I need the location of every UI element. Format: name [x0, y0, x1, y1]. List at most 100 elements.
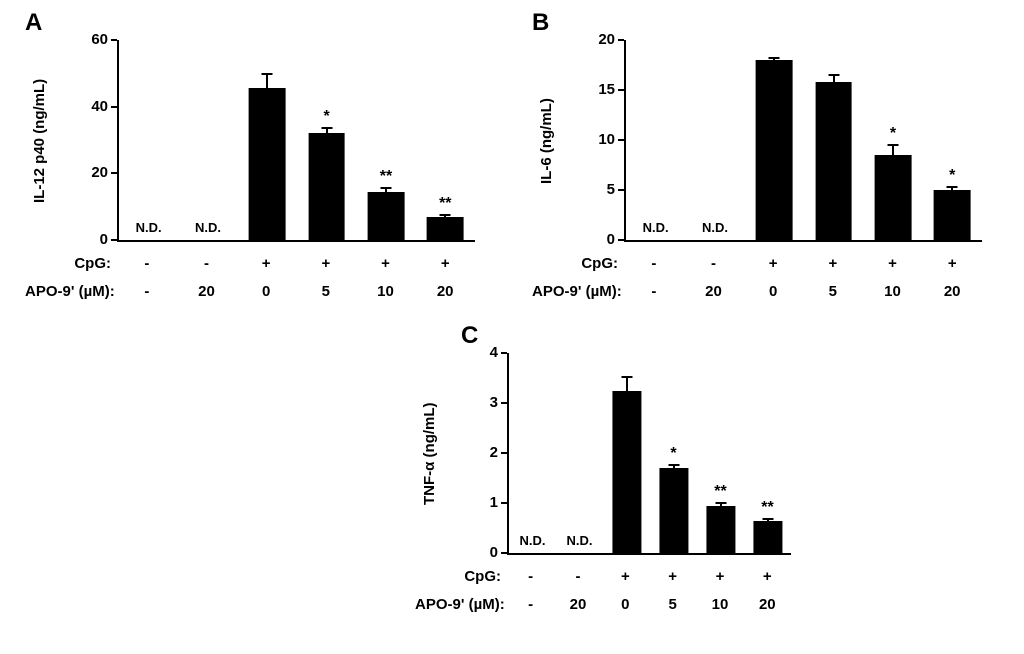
panel-c-bar — [658, 468, 689, 553]
panel-b-significance-marker: * — [949, 167, 956, 184]
panel-c-significance-marker: ** — [761, 499, 774, 516]
panel-a-xrow-0: CpG: - - + + + + — [25, 249, 475, 277]
panel-a-condition-value: - — [144, 254, 150, 272]
panel-c-significance-marker: * — [670, 445, 677, 462]
panel-b-xrow-1: APO-9' (µM): - 20 0 5 10 20 — [532, 277, 982, 305]
panel-b-condition-rows: CpG: - - + + + + APO-9' (µM): - 20 0 5 10 20 — [532, 249, 982, 305]
panel-b-bar — [874, 155, 912, 240]
panel-b-condition-value: 20 — [705, 282, 722, 300]
top-row: A IL-12 p40 (ng/mL) 0 20 40 60 N.D. N.D. * ** *… — [0, 0, 1024, 305]
panel-a-significance-marker: * — [323, 107, 330, 125]
panel-b-bar-slot: * — [863, 40, 922, 240]
panel-c-ytick-label: 1 — [489, 494, 498, 511]
panel-c-condition-value: + — [715, 567, 725, 585]
panel-a-bar — [308, 133, 346, 240]
panel-b-bar-slot: * — [923, 40, 982, 240]
panel-c-nd-label: N.D. — [519, 533, 546, 548]
panel-c-ytick-label: 0 — [489, 544, 498, 561]
panel-b-condition-value: + — [888, 254, 897, 272]
panel-a-y-axis-gutter: IL-12 p40 (ng/mL) 0 20 40 60 — [25, 31, 117, 248]
panel-c-xrow-cells: - - + + + + — [507, 568, 791, 585]
panel-c-ytick-mark — [501, 402, 507, 404]
panel-a-bar-slot: ** — [416, 40, 475, 240]
panel-b-bar-slot — [745, 40, 804, 240]
panel-b-xrow-cells: - 20 0 5 10 20 — [624, 283, 982, 300]
panel-c-xrow-label: CpG: — [464, 567, 501, 585]
panel-c-condition-value: - — [528, 595, 534, 613]
panel-c-ytick-mark — [501, 352, 507, 354]
panel-a-xrow-cells: - 20 0 5 10 20 — [117, 283, 475, 300]
panel-a-bar — [426, 216, 464, 240]
panel-b-ytick-mark — [618, 189, 624, 191]
panel-b-ytick-mark — [618, 89, 624, 91]
panel-b-bar — [933, 190, 971, 240]
panel-b-xrow-label: CpG: — [581, 254, 618, 272]
panel-c-ytick-mark — [501, 502, 507, 504]
panel-a-ytick-mark — [111, 239, 117, 241]
panel-a-nd-label: N.D. — [194, 220, 221, 235]
panel-a-condition-value: - — [144, 282, 150, 300]
panel-b-ytick-label: 15 — [598, 81, 615, 98]
panel-a-xrow-label: CpG: — [74, 254, 111, 272]
panel-c-bar-slot: N.D. — [509, 353, 556, 553]
panel-c-bar-slot: * — [650, 353, 697, 553]
panel-b-xrow-0: CpG: - - + + + + — [532, 249, 982, 277]
panel-c-condition-value: + — [668, 567, 678, 585]
panel-b-label: B — [532, 9, 550, 36]
panel-c-error-bar — [625, 375, 628, 391]
panel-a-bar-slot: N.D. — [119, 40, 178, 240]
panel-b-error-bar — [951, 186, 954, 190]
panel-a-condition-value: + — [381, 254, 390, 272]
panel-b-condition-value: - — [651, 282, 657, 300]
panel-b-xrow-label: APO-9' (µM): — [532, 282, 622, 300]
panel-b-bar-slot — [804, 40, 863, 240]
panel-a-condition-value: - — [204, 254, 209, 272]
panel-c-bar — [611, 390, 642, 553]
panel-b-ytick-label: 5 — [606, 181, 615, 198]
panel-c-bar — [705, 505, 736, 553]
panel-a-ytick-label: 40 — [91, 97, 108, 115]
panel-c-condition-value: 20 — [758, 595, 776, 613]
panel-b-significance-marker: * — [889, 125, 897, 142]
panel-b-condition-value: 5 — [828, 282, 838, 300]
panel-b-error-bar-cap — [828, 74, 840, 76]
panel-b-ytick-mark — [618, 239, 624, 241]
panel-c-error-bar — [672, 464, 675, 468]
panel-c-xrow-0: CpG: - - + + + + — [415, 562, 1024, 590]
panel-a-ytick-label: 60 — [91, 31, 108, 48]
panel-c-xrow-label: APO-9' (µM): — [415, 595, 505, 613]
panel-b-error-bar — [891, 144, 894, 155]
panel-a-bar-slot: ** — [356, 40, 415, 240]
panel-c-bar-slot: ** — [744, 353, 791, 553]
panel-a-condition-value: + — [261, 254, 271, 272]
panel-b-y-tick-labels: 0 5 10 15 20 — [532, 31, 624, 248]
panel-a-bar — [367, 191, 405, 240]
panel-b-condition-value: 10 — [884, 282, 901, 300]
panel-c-significance-marker: ** — [714, 483, 727, 500]
panel-b: B IL-6 (ng/mL) 0 5 10 15 20 N.D. N.D. * * CpG: -… — [532, 8, 982, 305]
panel-b-plot-area: N.D. N.D. * * — [618, 39, 982, 242]
panel-b-ytick-label: 20 — [598, 31, 615, 48]
panel-c-ytick-label: 4 — [489, 344, 498, 361]
panel-a-significance-marker: ** — [439, 195, 452, 212]
panel-c-bar-slot — [603, 353, 650, 553]
panel-c-ytick-label: 2 — [489, 444, 498, 461]
panel-a-condition-value: + — [440, 254, 450, 272]
panel-a-bar-slot — [238, 40, 297, 240]
panel-b-condition-value: + — [947, 254, 957, 272]
panel-a-condition-value: 20 — [198, 282, 215, 300]
panel-b-error-bar-cap — [946, 186, 958, 188]
panel-c-error-bar-cap — [715, 502, 726, 504]
panel-c-condition-value: + — [762, 567, 772, 585]
panel-b-ytick-mark — [618, 139, 624, 141]
panel-b-condition-value: + — [828, 254, 838, 272]
panel-a-nd-label: N.D. — [135, 220, 162, 235]
panel-c-ytick-label: 3 — [489, 394, 498, 411]
panel-c-condition-value: 10 — [711, 595, 729, 613]
panel-b-error-bar-cap — [768, 57, 780, 59]
panel-b-ytick-label: 10 — [598, 131, 615, 148]
panel-c-condition-rows: CpG: - - + + + + APO-9' (µM): - 20 0 5 10 20 — [415, 562, 1024, 618]
panel-a-condition-value: 5 — [321, 282, 331, 300]
